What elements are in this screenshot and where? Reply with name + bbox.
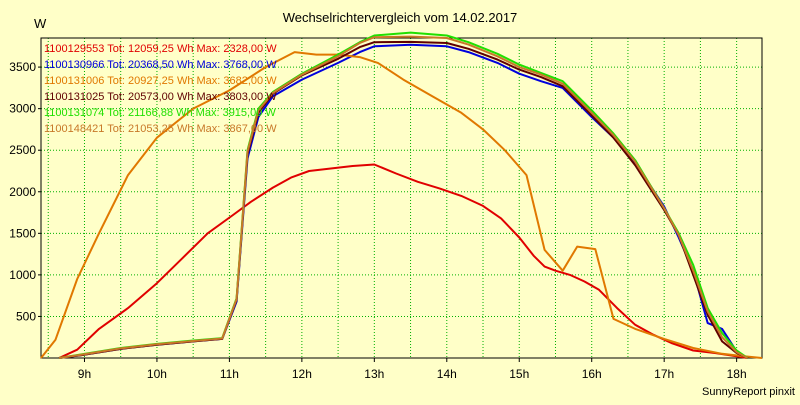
x-tick-label: 15h: [509, 367, 529, 381]
x-tick-label: 16h: [582, 367, 602, 381]
y-tick-label: 1500: [9, 226, 36, 240]
x-tick-label: 10h: [147, 367, 167, 381]
y-tick-label: 2500: [9, 143, 36, 157]
legend-entry-1100131025: 1100131025 Tot: 20573,00 Wh Max: 3803,00…: [44, 91, 277, 103]
legend-entry-1100131006: 1100131006 Tot: 20927,25 Wh Max: 3682,00…: [44, 75, 277, 87]
x-tick-label: 18h: [727, 367, 747, 381]
series-line-1100129553: [58, 163, 748, 359]
x-tick-label: 11h: [220, 367, 239, 381]
y-tick-label: 500: [16, 309, 36, 323]
chart-title: Wechselrichtervergleich vom 14.02.2017: [283, 10, 518, 25]
y-tick-label: 3000: [9, 102, 36, 116]
x-tick-label: 9h: [78, 367, 91, 381]
legend: 1100129553 Tot: 12059,25 Wh Max: 2328,00…: [44, 43, 277, 135]
grid: [41, 38, 762, 358]
legend-entry-1100130966: 1100130966 Tot: 20368,50 Wh Max: 3768,00…: [44, 59, 277, 71]
y-tick-label: 1000: [9, 268, 36, 282]
plot-frame: [40, 37, 763, 359]
series-line-1100131006: [40, 51, 763, 359]
legend-entry-1100131074: 1100131074 Tot: 21166,88 Wh Max: 3915,00…: [44, 107, 276, 119]
y-tick-label: 3500: [9, 60, 36, 74]
series-line-1100148421: [58, 35, 748, 359]
x-tick-label: 17h: [654, 367, 674, 381]
x-tick-label: 14h: [437, 367, 457, 381]
x-tick-label: 13h: [364, 367, 384, 381]
legend-entry-1100129553: 1100129553 Tot: 12059,25 Wh Max: 2328,00…: [44, 43, 277, 55]
y-tick-label: 2000: [9, 185, 36, 199]
series-lines: [40, 31, 763, 359]
x-tick-label: 12h: [292, 367, 312, 381]
y-axis-unit-label: W: [34, 16, 47, 31]
legend-entry-1100148421: 1100148421 Tot: 21053,25 Wh Max: 3867,00…: [44, 123, 277, 135]
axes: 500 1000 1500 2000 2500 3000 3500 9h 10h 11h 12h 13…: [9, 37, 763, 381]
footer-credit: SunnyReport pinxit: [702, 386, 795, 398]
